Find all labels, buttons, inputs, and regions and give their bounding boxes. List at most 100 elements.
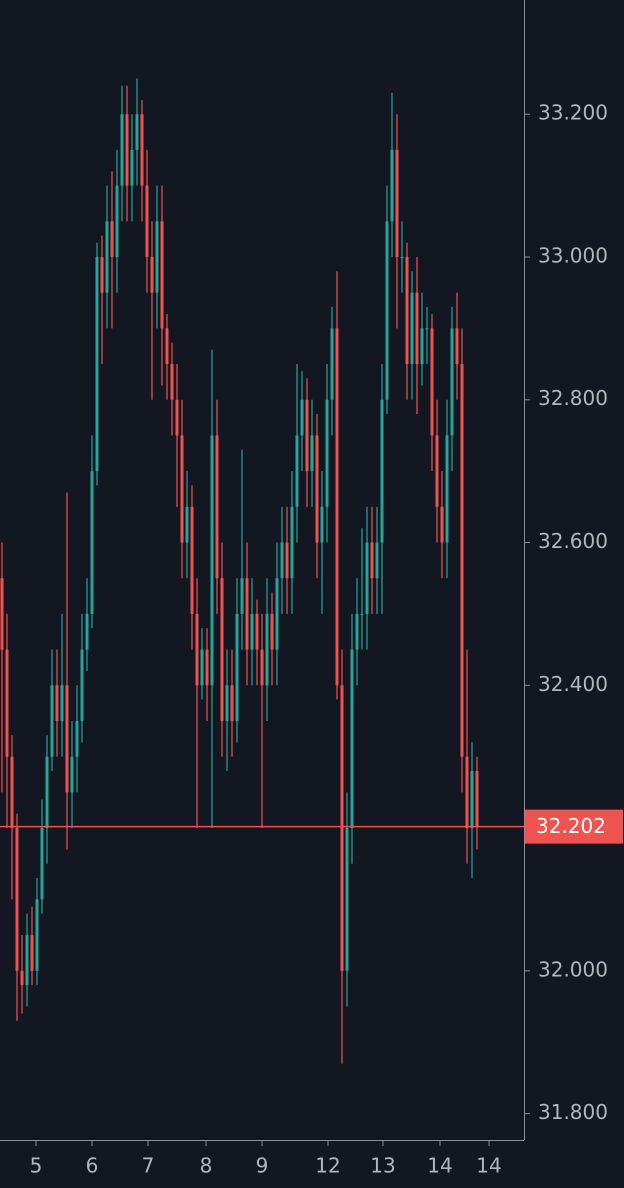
candle-body [380, 399, 384, 543]
candle-body [400, 256, 404, 258]
candle-body [315, 435, 319, 543]
candle-body [90, 471, 94, 614]
candle-body [85, 613, 89, 650]
candle-body [0, 578, 4, 650]
candle-body [420, 328, 424, 365]
candle-body [215, 435, 219, 579]
candle-body [115, 185, 119, 257]
candle-body [190, 506, 194, 614]
candle-body [265, 613, 269, 686]
candle-body [405, 256, 409, 365]
candle-body [285, 542, 289, 579]
candle-body [425, 328, 429, 330]
candle-body [330, 328, 334, 400]
candle-body [385, 221, 389, 400]
candle-body [320, 506, 324, 543]
candle-body [325, 399, 329, 507]
candle-body [440, 506, 444, 543]
candle-body [75, 720, 79, 757]
candle-body [120, 114, 124, 186]
candle-body [235, 613, 239, 721]
candle-body [255, 613, 259, 650]
candle-body [105, 221, 109, 293]
y-tick-label: 32.400 [538, 672, 608, 696]
candle-body [245, 578, 249, 650]
candle-body [450, 328, 454, 436]
candle-body [165, 328, 169, 365]
candle-body [435, 435, 439, 507]
candle-body [180, 435, 184, 543]
candle-body [40, 828, 44, 900]
candle-body [455, 328, 459, 365]
x-tick-label: 8 [200, 1154, 213, 1178]
x-tick-label: 14 [427, 1154, 452, 1178]
candle-body [5, 649, 9, 757]
candle-body [60, 685, 64, 721]
candle-body [155, 221, 159, 293]
candle-body [280, 542, 284, 579]
candle-body [35, 899, 39, 971]
candle-body [340, 685, 344, 971]
last-price-box [525, 809, 623, 844]
candle-body [230, 685, 234, 721]
candle-body [250, 613, 254, 650]
candle-body [310, 435, 314, 472]
candle-body [50, 685, 54, 757]
x-tick-label: 7 [142, 1154, 155, 1178]
candle-body [465, 756, 469, 829]
candle-body [475, 770, 479, 827]
y-tick-label: 32.000 [538, 957, 608, 981]
candle-body [110, 221, 114, 257]
candle-body [200, 649, 204, 686]
candle-body [220, 578, 224, 721]
candle-body [130, 149, 134, 186]
y-tick-label: 33.000 [538, 243, 608, 267]
y-tick-label: 32.800 [538, 386, 608, 410]
candle-body [395, 149, 399, 257]
candle-body [270, 613, 274, 650]
candle-body [410, 292, 414, 365]
candle-body [430, 328, 434, 436]
candle-body [300, 399, 304, 436]
candle-body [290, 506, 294, 579]
candle-body [470, 770, 474, 829]
candle-body [95, 256, 99, 472]
candle-body [10, 756, 14, 829]
candle-body [205, 649, 209, 686]
candle-body [45, 756, 49, 829]
candle-body [170, 364, 174, 400]
candle-body [15, 828, 19, 971]
candle-body [295, 435, 299, 507]
candle-body [415, 292, 419, 365]
y-tick-label: 31.800 [538, 1100, 608, 1124]
candle-body [335, 328, 339, 686]
candle-body [135, 114, 139, 150]
candle-body [30, 935, 34, 971]
candle-body [350, 649, 354, 829]
candle-body [375, 542, 379, 579]
candle-body [70, 756, 74, 793]
candle-body [195, 613, 199, 686]
candle-body [210, 435, 214, 686]
candle-body [150, 256, 154, 293]
candle-body [80, 649, 84, 721]
x-tick-label: 5 [30, 1154, 43, 1178]
candle-body [460, 364, 464, 757]
candle-body [100, 256, 104, 293]
candle-body [185, 506, 189, 543]
candle-body [240, 578, 244, 614]
y-tick-label: 32.600 [538, 529, 608, 553]
x-tick-label: 14 [476, 1154, 501, 1178]
candle-body [225, 685, 229, 721]
candle-body [355, 613, 359, 650]
y-tick-label: 33.200 [538, 101, 608, 125]
x-tick-label: 13 [370, 1154, 395, 1178]
candle-body [175, 399, 179, 436]
x-tick-label: 12 [315, 1154, 340, 1178]
candle-body [140, 114, 144, 186]
candle-body [125, 114, 129, 186]
candle-body [360, 613, 364, 615]
candle-body [370, 542, 374, 579]
